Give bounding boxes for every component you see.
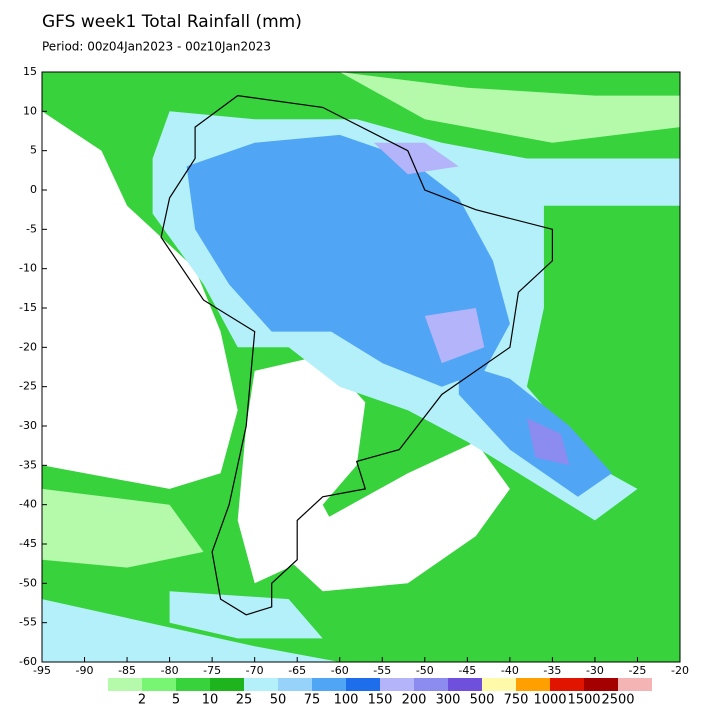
lat-tick-label: -20 (19, 340, 37, 353)
colorbar-box (380, 678, 414, 691)
lat-tick-label: -5 (26, 222, 37, 235)
lon-tick-label: -35 (543, 664, 561, 677)
lon-tick-label: -90 (76, 664, 94, 677)
colorbar-box (516, 678, 550, 691)
title: GFS week1 Total Rainfall (mm) (42, 12, 302, 32)
lon-tick-label: -50 (416, 664, 434, 677)
lon-tick-label: -55 (373, 664, 391, 677)
lat-tick-label: 0 (30, 183, 37, 196)
coastline (160, 94, 553, 616)
rain-area (42, 599, 340, 662)
lat-tick-label: -60 (19, 655, 37, 668)
lat-tick-label: -40 (19, 498, 37, 511)
colorbar: 2 5 10 25 50 75 100 150 200 300 500 750 1000 1500 2500 (108, 678, 652, 708)
lat-tick-label: 10 (23, 104, 37, 117)
lon-tick-label: -30 (586, 664, 604, 677)
colorbar-box (346, 678, 380, 691)
lon-tick-label: -85 (118, 664, 136, 677)
colorbar-label: 5 (172, 693, 180, 708)
colorbar-box (108, 678, 142, 691)
lat-tick-label: -10 (19, 262, 37, 275)
map-frame (41, 71, 681, 663)
colorbar-box (278, 678, 312, 691)
lat-tick-label: -30 (19, 419, 37, 432)
lat-tick-label: -15 (19, 301, 37, 314)
colorbar-label: 750 (504, 693, 529, 708)
colorbar-box (618, 678, 652, 691)
colorbar-box (312, 678, 346, 691)
colorbar-box (142, 678, 176, 691)
colorbar-label: 300 (436, 693, 461, 708)
lat-tick-label: -35 (19, 458, 37, 471)
period: Period: 00z04Jan2023 - 00z10Jan2023 (42, 40, 271, 54)
colorbar-box (550, 678, 584, 691)
lon-tick-label: -45 (458, 664, 476, 677)
lon-tick-label: -40 (501, 664, 519, 677)
lon-tick-label: -75 (203, 664, 221, 677)
colorbar-label: 1000 (533, 693, 566, 708)
rain-area (526, 418, 570, 466)
lon-tick-label: -20 (671, 664, 689, 677)
colorbar-label: 500 (470, 693, 495, 708)
lon-tick-label: -60 (331, 664, 349, 677)
colorbar-box (414, 678, 448, 691)
rain-area (424, 308, 485, 364)
rain-area (42, 488, 204, 568)
lat-tick-label: -25 (19, 380, 37, 393)
lat-tick-label: -50 (19, 576, 37, 589)
colorbar-box (584, 678, 618, 691)
lat-tick-label: -55 (19, 616, 37, 629)
rain-area (339, 72, 680, 143)
colorbar-label: 75 (304, 693, 321, 708)
lon-tick-label: -80 (161, 664, 179, 677)
colorbar-box (176, 678, 210, 691)
lat-tick-label: -45 (19, 537, 37, 550)
colorbar-box (482, 678, 516, 691)
colorbar-box (448, 678, 482, 691)
rain-area (42, 111, 238, 489)
colorbar-label: 200 (402, 693, 427, 708)
lon-tick-label: -70 (246, 664, 264, 677)
axes: -95 -90 -85 -80 -75 -70 -65 -60 -55 -50 -45 -40 -35-… (19, 65, 689, 677)
rain-area (288, 441, 510, 592)
colorbar-label: 25 (236, 693, 253, 708)
colorbar-label: 150 (368, 693, 393, 708)
colorbar-label: 100 (334, 693, 359, 708)
lon-tick-label: -65 (288, 664, 306, 677)
colorbar-label: 1500 (567, 693, 600, 708)
map-plot (42, 72, 681, 662)
lat-tick-label: 5 (30, 144, 37, 157)
colorbar-label: 2 (138, 693, 146, 708)
lat-tick-label: 15 (23, 65, 37, 78)
colorbar-label: 10 (202, 693, 219, 708)
colorbar-box (210, 678, 244, 691)
colorbar-label: 50 (270, 693, 287, 708)
colorbar-label: 2500 (601, 693, 634, 708)
rain-area (373, 142, 459, 175)
lon-tick-label: -25 (628, 664, 646, 677)
colorbar-box (244, 678, 278, 691)
lon-tick-label: -95 (33, 664, 51, 677)
